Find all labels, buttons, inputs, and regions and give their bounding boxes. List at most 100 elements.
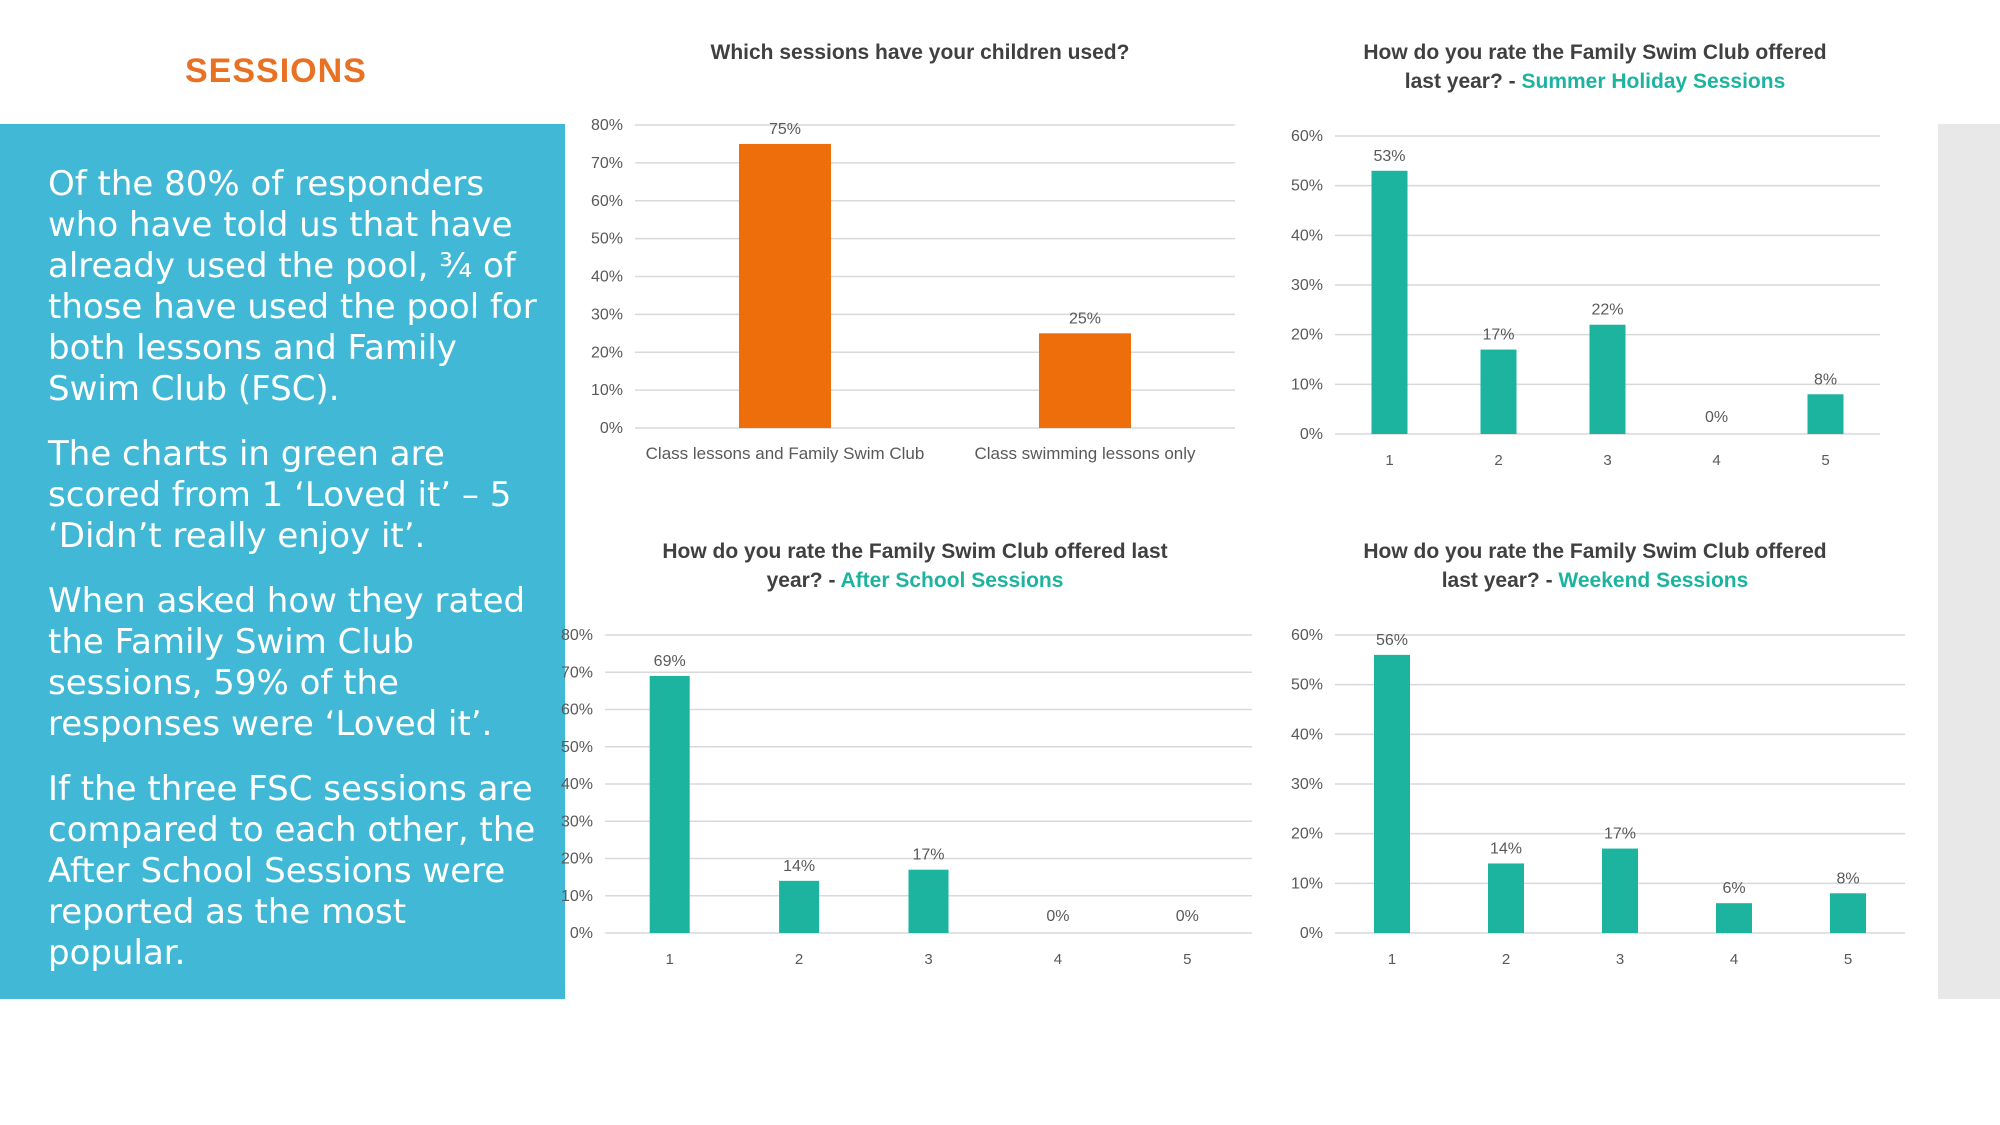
x-tick-label: 2 bbox=[1494, 452, 1502, 469]
chart-title-accent: Weekend Sessions bbox=[1558, 569, 1749, 592]
x-tick-label: 4 bbox=[1730, 951, 1738, 968]
y-tick-label: 10% bbox=[1291, 376, 1323, 393]
x-tick-label: 5 bbox=[1821, 452, 1829, 469]
y-tick-label: 50% bbox=[1291, 178, 1323, 195]
y-tick-label: 30% bbox=[1291, 277, 1323, 294]
weekend-rating-chart: How do you rate the Family Swim Club off… bbox=[1275, 537, 1935, 977]
x-tick-label: 2 bbox=[795, 951, 803, 968]
y-tick-label: 10% bbox=[591, 382, 623, 399]
bar bbox=[1039, 333, 1131, 428]
summary-panel: Of the 80% of responders who have told u… bbox=[0, 124, 565, 999]
x-tick-label: 3 bbox=[924, 951, 932, 968]
data-label: 0% bbox=[1705, 409, 1728, 426]
chart-title: Which sessions have your children used? bbox=[570, 38, 1270, 67]
chart-title-accent: After School Sessions bbox=[840, 569, 1064, 592]
sessions-used-chart: Which sessions have your children used? … bbox=[570, 38, 1270, 478]
bar bbox=[779, 880, 820, 933]
y-tick-label: 50% bbox=[561, 739, 593, 756]
x-tick-label: 2 bbox=[1502, 951, 1510, 968]
chart-title-accent: Summer Holiday Sessions bbox=[1521, 70, 1786, 93]
x-tick-label: 4 bbox=[1712, 452, 1720, 469]
x-tick-label: 3 bbox=[1603, 452, 1611, 469]
summary-paragraph: Of the 80% of responders who have told u… bbox=[48, 164, 537, 409]
y-tick-label: 10% bbox=[561, 888, 593, 905]
y-tick-label: 60% bbox=[561, 702, 593, 719]
y-tick-label: 80% bbox=[591, 117, 623, 134]
y-tick-label: 0% bbox=[1300, 925, 1323, 942]
chart-title: How do you rate the Family Swim Club off… bbox=[1345, 537, 1845, 595]
y-tick-label: 60% bbox=[591, 193, 623, 210]
summary-paragraph: When asked how they rated the Family Swi… bbox=[48, 581, 526, 744]
y-tick-label: 20% bbox=[1291, 327, 1323, 344]
bar bbox=[1807, 394, 1844, 434]
section-title: SESSIONS bbox=[185, 52, 367, 90]
x-tick-label: 5 bbox=[1183, 951, 1191, 968]
data-label: 14% bbox=[783, 858, 815, 875]
bar bbox=[1716, 903, 1752, 933]
summary-paragraph: If the three FSC sessions are compared t… bbox=[48, 769, 536, 973]
data-label: 8% bbox=[1836, 870, 1859, 887]
x-tick-label: 1 bbox=[1388, 951, 1396, 968]
data-label: 14% bbox=[1490, 840, 1522, 857]
x-tick-label: 5 bbox=[1844, 951, 1852, 968]
chart-plot: 0%10%20%30%40%50%60%53%117%222%30%48%5 bbox=[1291, 128, 1880, 469]
data-label: 22% bbox=[1591, 302, 1623, 319]
chart-plot: 0% 10% 20% 30% 40% 50% 60% 56% 1 14% 2 17% 3 6% 4 8% 5 bbox=[1291, 627, 1905, 968]
chart-title-text: How do you rate the Family Swim Club off… bbox=[662, 540, 1168, 592]
y-tick-label: 60% bbox=[1291, 128, 1323, 145]
bar bbox=[908, 869, 949, 933]
summary-paragraph: The charts in green are scored from 1 ‘L… bbox=[48, 434, 512, 556]
y-tick-label: 40% bbox=[1291, 227, 1323, 244]
data-label: 75% bbox=[769, 121, 801, 138]
x-tick-label: 1 bbox=[1385, 452, 1393, 469]
bar bbox=[649, 675, 690, 933]
chart-plot: 0%10%20%30%40%50%60%70%80%69%114%217%30%… bbox=[561, 627, 1252, 968]
chart-plot: 0% 10% 20% 30% 40% 50% 60% 70% 80% 75% Class lesso… bbox=[591, 117, 1235, 463]
x-tick-label: 3 bbox=[1616, 951, 1624, 968]
chart-title-text: How do you rate the Family Swim Club off… bbox=[1363, 540, 1827, 592]
x-tick-label: 1 bbox=[666, 951, 674, 968]
data-label: 17% bbox=[1604, 826, 1636, 843]
y-tick-label: 50% bbox=[591, 231, 623, 248]
y-tick-label: 30% bbox=[561, 813, 593, 830]
data-label: 0% bbox=[1176, 908, 1199, 925]
data-label: 56% bbox=[1376, 632, 1408, 649]
y-tick-label: 70% bbox=[591, 155, 623, 172]
bar bbox=[1371, 170, 1408, 434]
x-tick-label: 4 bbox=[1054, 951, 1062, 968]
y-tick-label: 80% bbox=[561, 627, 593, 644]
y-tick-label: 30% bbox=[591, 306, 623, 323]
data-label: 8% bbox=[1814, 371, 1837, 388]
x-tick-label: Class swimming lessons only bbox=[974, 444, 1196, 463]
data-label: 17% bbox=[912, 847, 944, 864]
y-tick-label: 30% bbox=[1291, 776, 1323, 793]
summer-holiday-rating-chart: How do you rate the Family Swim Club off… bbox=[1275, 38, 1915, 478]
y-tick-label: 20% bbox=[591, 344, 623, 361]
bar bbox=[1374, 654, 1410, 933]
y-tick-label: 0% bbox=[600, 420, 623, 437]
y-tick-label: 70% bbox=[561, 664, 593, 681]
y-tick-label: 40% bbox=[1291, 726, 1323, 743]
data-label: 53% bbox=[1373, 148, 1405, 165]
y-tick-label: 40% bbox=[561, 776, 593, 793]
x-tick-label: Class lessons and Family Swim Club bbox=[646, 444, 925, 463]
bar bbox=[1602, 848, 1638, 933]
bar bbox=[1480, 349, 1517, 434]
chart-title-text: Which sessions have your children used? bbox=[710, 41, 1130, 64]
chart-title: How do you rate the Family Swim Club off… bbox=[1345, 38, 1845, 96]
data-label: 69% bbox=[654, 653, 686, 670]
chart-title: How do you rate the Family Swim Club off… bbox=[650, 537, 1180, 595]
after-school-rating-chart: How do you rate the Family Swim Club off… bbox=[561, 537, 1270, 977]
data-label: 25% bbox=[1069, 310, 1101, 327]
bar bbox=[1830, 893, 1866, 933]
bar bbox=[1589, 324, 1626, 434]
y-tick-label: 20% bbox=[561, 851, 593, 868]
data-label: 0% bbox=[1046, 908, 1069, 925]
y-tick-label: 50% bbox=[1291, 677, 1323, 694]
y-tick-label: 10% bbox=[1291, 875, 1323, 892]
y-tick-label: 0% bbox=[570, 925, 593, 942]
summary-text: Of the 80% of responders who have told u… bbox=[48, 164, 538, 998]
data-label: 6% bbox=[1722, 880, 1745, 897]
chart-title-text: How do you rate the Family Swim Club off… bbox=[1363, 41, 1827, 93]
bar bbox=[739, 143, 831, 428]
